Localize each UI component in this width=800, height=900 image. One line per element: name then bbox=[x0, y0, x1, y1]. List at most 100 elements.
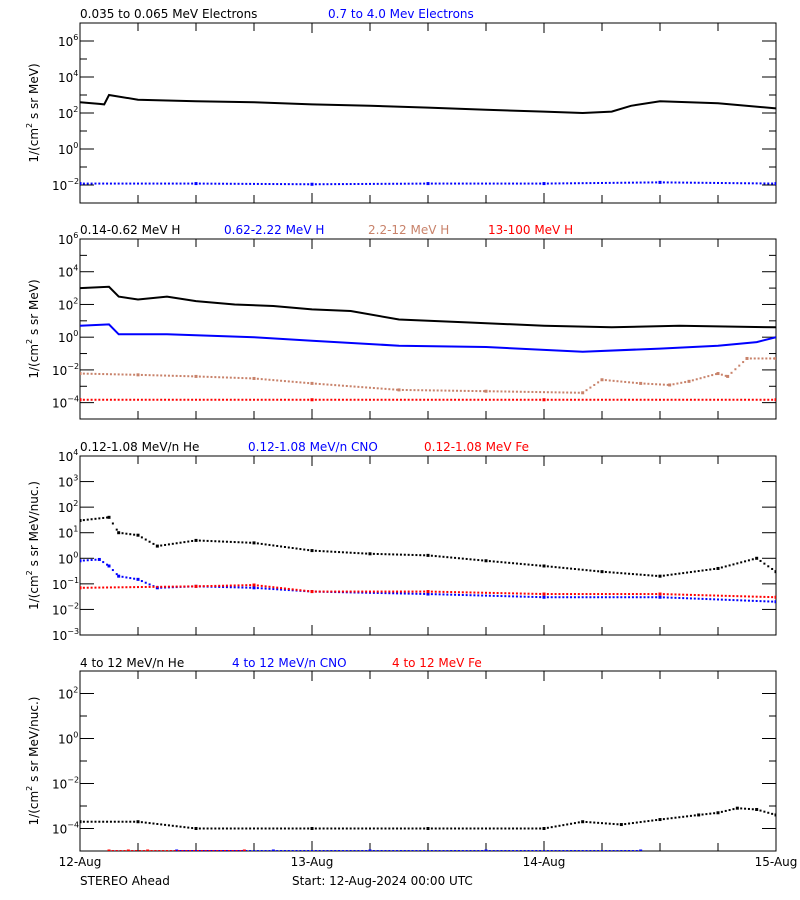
series-dot bbox=[438, 590, 441, 593]
series-dot bbox=[233, 850, 236, 851]
series-dot bbox=[457, 398, 460, 401]
series-dot bbox=[125, 182, 128, 185]
series-dot bbox=[106, 820, 109, 823]
series-dot bbox=[740, 182, 743, 185]
series-dot bbox=[90, 820, 93, 823]
series-dot bbox=[253, 827, 255, 830]
series-dot bbox=[322, 850, 325, 851]
series-dot bbox=[106, 182, 109, 185]
series-dot bbox=[585, 569, 588, 572]
series-dot bbox=[485, 182, 487, 185]
series-dot bbox=[674, 593, 677, 596]
series-dot bbox=[133, 373, 136, 376]
series-dot bbox=[554, 391, 557, 394]
series-dot bbox=[624, 593, 627, 596]
series-dot bbox=[515, 562, 518, 565]
series-dot bbox=[222, 540, 225, 543]
series-dot bbox=[546, 593, 549, 596]
series-dot bbox=[357, 850, 360, 851]
series-dot bbox=[469, 827, 472, 830]
series-dot bbox=[198, 398, 201, 401]
series-dot bbox=[295, 850, 298, 851]
series-dot bbox=[82, 519, 85, 522]
series-dot bbox=[341, 590, 344, 593]
legend-entry: 4 to 12 MeV/n CNO bbox=[232, 656, 347, 670]
series-dot bbox=[334, 398, 337, 401]
series-dot bbox=[608, 596, 611, 599]
series-dot bbox=[334, 850, 337, 851]
data-point bbox=[271, 849, 275, 851]
series-dot bbox=[208, 850, 211, 851]
series-dot bbox=[353, 590, 356, 593]
series-dot bbox=[597, 596, 600, 599]
series-dot bbox=[287, 587, 290, 590]
series-dot bbox=[152, 182, 155, 185]
series-dot bbox=[264, 827, 267, 830]
series-dot bbox=[98, 820, 101, 823]
series-dot bbox=[330, 827, 333, 830]
series-dot bbox=[643, 820, 646, 823]
series-dot bbox=[558, 824, 561, 827]
series-dot bbox=[202, 850, 205, 851]
series-dot bbox=[369, 590, 371, 593]
series-dot bbox=[140, 586, 143, 589]
series-dot bbox=[299, 183, 302, 186]
series-dot bbox=[129, 820, 132, 823]
series-dot bbox=[264, 850, 267, 851]
series-dot bbox=[82, 398, 85, 401]
data-point bbox=[310, 590, 314, 594]
series-dot bbox=[705, 813, 708, 816]
series-dot bbox=[121, 575, 124, 578]
series-dot bbox=[666, 181, 669, 184]
series-dot bbox=[481, 559, 484, 562]
series-dot bbox=[237, 182, 240, 185]
series-dot bbox=[496, 560, 499, 563]
series-dot bbox=[291, 547, 294, 550]
series-dot bbox=[229, 850, 232, 851]
series-dot bbox=[488, 591, 491, 594]
series-dot bbox=[365, 590, 368, 593]
series-dot bbox=[430, 554, 433, 557]
series-dot bbox=[628, 822, 631, 825]
series-dot bbox=[523, 595, 526, 598]
series-dot bbox=[90, 558, 93, 561]
series-dot bbox=[531, 398, 534, 401]
series-dot bbox=[597, 182, 600, 185]
data-point bbox=[658, 818, 662, 822]
series-dot bbox=[291, 850, 294, 851]
series-dot bbox=[628, 181, 631, 184]
data-point bbox=[600, 378, 604, 382]
series-dot bbox=[357, 827, 360, 830]
series-dot bbox=[117, 373, 120, 376]
series-dot bbox=[187, 398, 190, 401]
series-dot bbox=[724, 398, 727, 401]
series-dot bbox=[523, 827, 526, 830]
series-dot bbox=[438, 850, 441, 851]
data-point bbox=[117, 574, 121, 578]
series-dot bbox=[670, 596, 673, 599]
series-dot bbox=[573, 182, 576, 185]
series-dot bbox=[767, 811, 770, 814]
series-dot bbox=[616, 596, 619, 599]
series-dot bbox=[345, 827, 348, 830]
series-dot bbox=[477, 850, 480, 851]
y-axis-label: 1/(cm2 s sr MeV) bbox=[25, 63, 41, 162]
series-dot bbox=[689, 181, 692, 184]
series-dot bbox=[423, 554, 426, 557]
series-dot bbox=[303, 827, 306, 830]
series-dot bbox=[713, 812, 716, 815]
series-dot bbox=[376, 590, 379, 593]
series-dot bbox=[670, 817, 673, 820]
series-dot bbox=[515, 182, 518, 185]
series-dot bbox=[477, 591, 480, 594]
series-dot bbox=[573, 398, 576, 401]
series-dot bbox=[546, 596, 549, 599]
series-dot bbox=[384, 590, 387, 593]
data-point bbox=[252, 376, 256, 380]
series-dot bbox=[604, 570, 607, 573]
series-dot bbox=[527, 182, 530, 185]
series-dot bbox=[465, 591, 468, 594]
series-dot bbox=[338, 384, 341, 387]
series-dot bbox=[121, 398, 124, 401]
series-dot bbox=[546, 850, 549, 851]
